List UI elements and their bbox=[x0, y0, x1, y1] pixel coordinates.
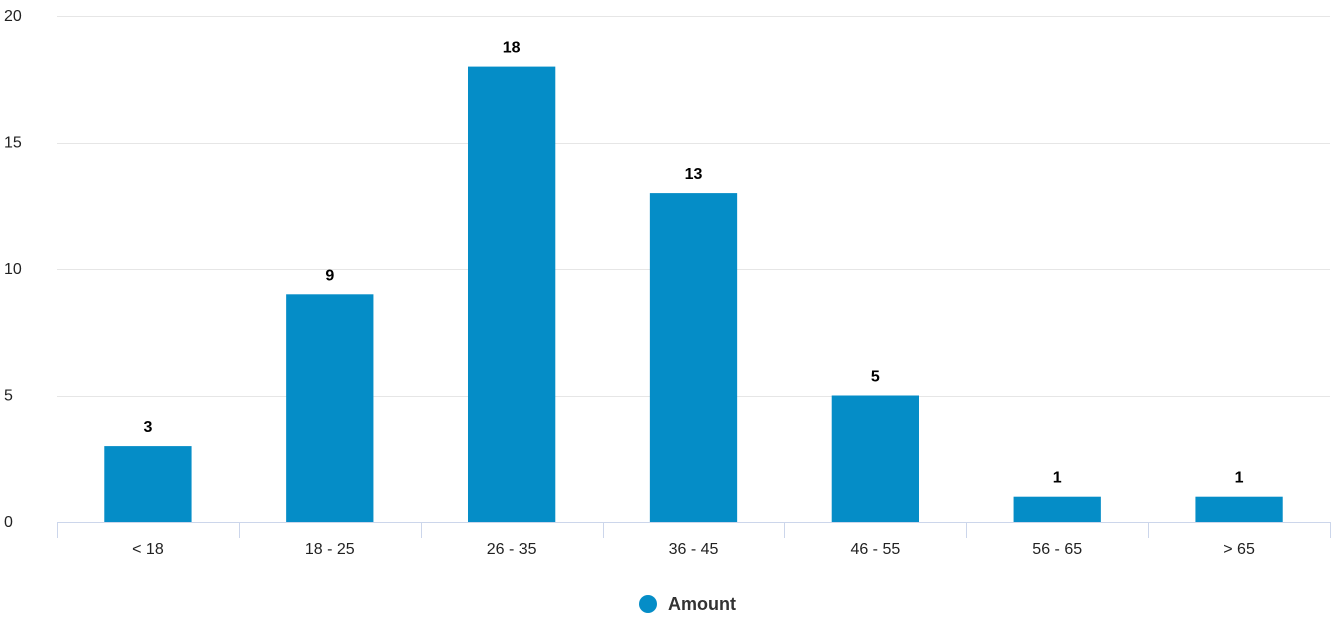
data-labels: 3 9 18 13 5 1 1 bbox=[143, 40, 1243, 487]
bar[interactable] bbox=[104, 446, 192, 522]
bar[interactable] bbox=[286, 294, 374, 522]
x-tick-label: 36 - 45 bbox=[669, 541, 719, 558]
bar[interactable] bbox=[831, 395, 920, 523]
bar[interactable] bbox=[1013, 496, 1101, 522]
y-tick-label: 15 bbox=[4, 135, 22, 152]
x-tick-label: 56 - 65 bbox=[1032, 541, 1082, 558]
data-label: 1 bbox=[1053, 470, 1062, 487]
data-label: 5 bbox=[871, 369, 880, 386]
y-tick-label: 0 bbox=[4, 514, 13, 531]
legend[interactable]: Amount bbox=[639, 594, 736, 614]
data-label: 13 bbox=[685, 166, 703, 183]
legend-label-amount[interactable]: Amount bbox=[668, 594, 736, 614]
bar[interactable] bbox=[1195, 496, 1283, 522]
x-tick-label: 26 - 35 bbox=[487, 541, 537, 558]
x-tick-label: 18 - 25 bbox=[305, 541, 355, 558]
x-tick-label: > 65 bbox=[1223, 541, 1255, 558]
series-amount bbox=[104, 66, 1283, 523]
bar[interactable] bbox=[649, 193, 738, 522]
x-axis: < 18 18 - 25 26 - 35 36 - 45 46 - 55 56 - 65 >… bbox=[57, 522, 1331, 558]
legend-marker-icon bbox=[639, 595, 657, 613]
data-label: 1 bbox=[1235, 470, 1244, 487]
data-label: 18 bbox=[503, 40, 521, 57]
bar[interactable] bbox=[467, 66, 556, 522]
y-tick-label: 20 bbox=[4, 8, 22, 25]
y-axis: 0 5 10 15 20 bbox=[4, 8, 22, 531]
data-label: 9 bbox=[325, 267, 334, 284]
x-tick-label: < 18 bbox=[132, 541, 164, 558]
y-tick-label: 5 bbox=[4, 388, 13, 405]
data-label: 3 bbox=[143, 419, 152, 436]
y-tick-label: 10 bbox=[4, 261, 22, 278]
x-tick-label: 46 - 55 bbox=[850, 541, 900, 558]
